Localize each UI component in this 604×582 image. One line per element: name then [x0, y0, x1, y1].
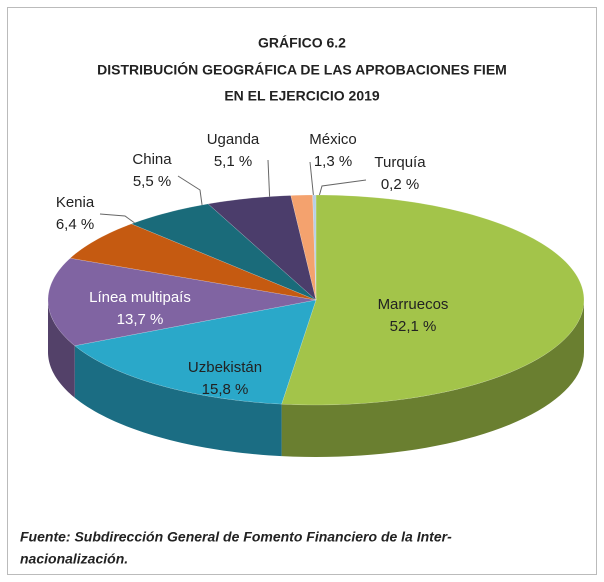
slice-value-label: 13,7 % — [117, 311, 164, 328]
leader-line — [177, 175, 204, 213]
slice — [312, 194, 317, 301]
slice-side — [281, 300, 584, 457]
slice-value-label: 5,5 % — [133, 173, 171, 190]
slice — [130, 203, 317, 301]
source-note: Fuente: Subdirección General de Fomento … — [20, 529, 452, 545]
chart-title: EN EL EJERCICIO 2019 — [224, 88, 380, 104]
slice-label: Uzbekistán — [188, 359, 262, 376]
slice-label: México — [309, 131, 357, 148]
slice — [74, 299, 317, 405]
slice — [207, 195, 317, 301]
slice-value-label: 15,8 % — [202, 381, 249, 398]
slice — [290, 194, 317, 301]
slice — [69, 223, 317, 301]
slice-side — [48, 300, 75, 398]
slice-label: Turquía — [374, 154, 426, 171]
pie — [47, 194, 585, 457]
slice-value-label: 6,4 % — [56, 216, 94, 233]
source-note: nacionalización. — [20, 551, 128, 567]
slice-label: Línea multipaís — [89, 289, 191, 306]
slice-label: Kenia — [56, 194, 95, 211]
slice — [47, 257, 317, 346]
slice-value-label: 1,3 % — [314, 153, 352, 170]
chart-title: GRÁFICO 6.2 — [258, 35, 346, 51]
leader-line — [309, 161, 315, 202]
slice-value-label: 52,1 % — [390, 318, 437, 335]
slice-label: Uganda — [207, 131, 260, 148]
slice-label: China — [132, 151, 172, 168]
chart-title: DISTRIBUCIÓN GEOGRÁFICA DE LAS APROBACIO… — [97, 61, 507, 78]
slice-value-label: 5,1 % — [214, 153, 252, 170]
slice-side — [74, 345, 282, 457]
slice-label: Marruecos — [378, 296, 449, 313]
slice-value-label: 0,2 % — [381, 176, 419, 193]
slice — [281, 194, 585, 406]
